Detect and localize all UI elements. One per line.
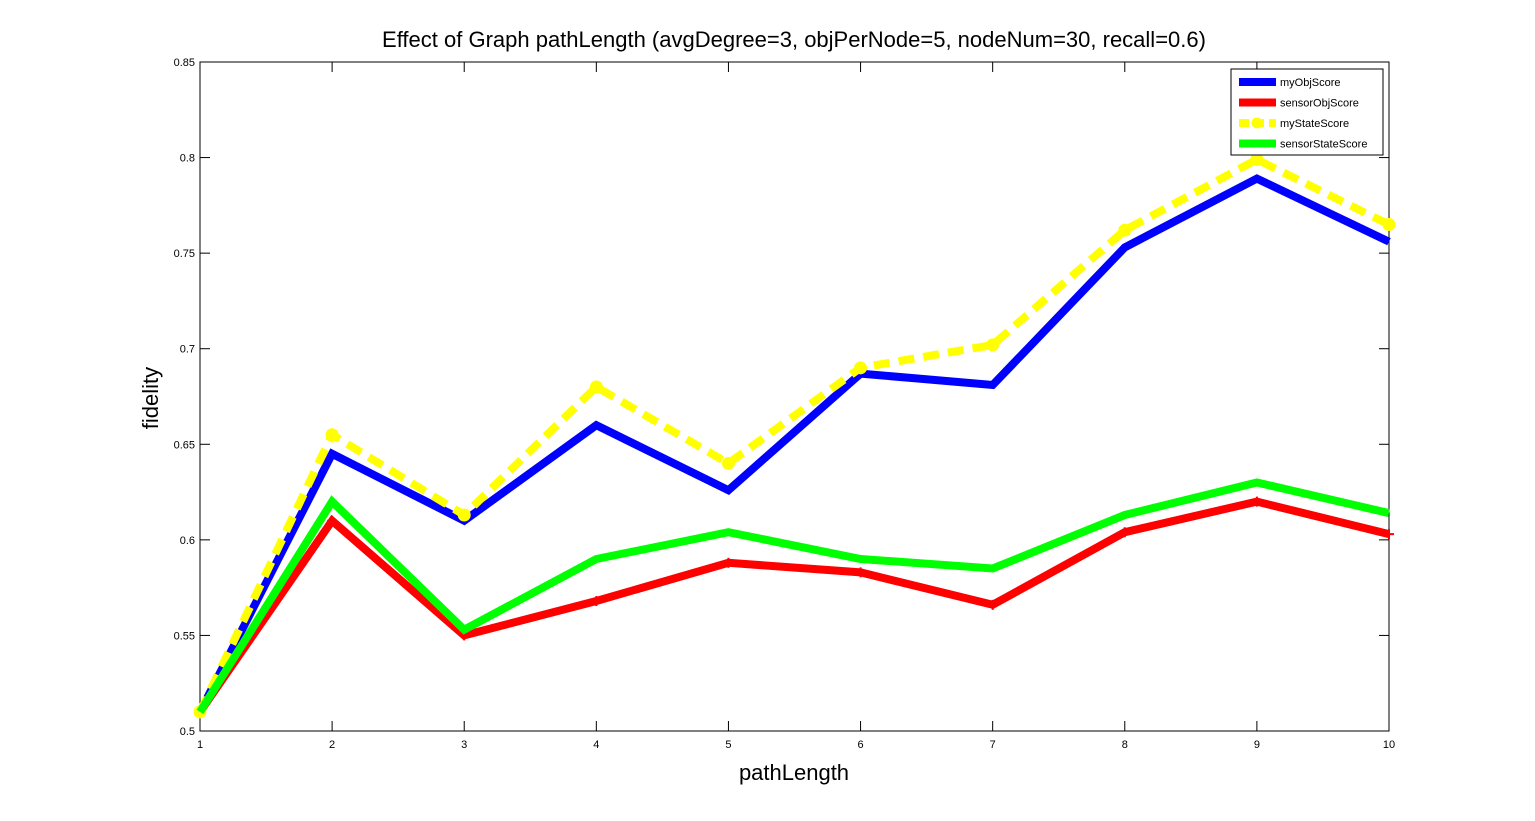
legend-label: myObjScore: [1280, 77, 1341, 89]
legend-entry: myObjScore: [1239, 77, 1341, 89]
data-point: [987, 599, 998, 610]
x-tick-label: 2: [329, 739, 335, 751]
y-tick-label: 0.55: [174, 630, 195, 642]
chart-title: Effect of Graph pathLength (avgDegree=3,…: [382, 27, 1206, 52]
data-point: [589, 380, 603, 394]
data-point: [721, 456, 735, 470]
data-point: [1251, 117, 1263, 129]
data-point: [1119, 527, 1130, 538]
data-point: [854, 361, 868, 375]
series-line: [196, 497, 1390, 715]
x-tick-label: 1: [197, 739, 203, 751]
data-point: [457, 508, 471, 522]
x-tick-label: 8: [1122, 739, 1128, 751]
x-tick-label: 4: [593, 739, 599, 751]
y-tick-label: 0.65: [174, 439, 195, 451]
legend-label: sensorStateScore: [1280, 139, 1367, 151]
x-axis-label: pathLength: [739, 760, 849, 785]
data-point: [1251, 496, 1262, 507]
series-sensorStateScore: [196, 478, 1390, 715]
series-lines: [193, 152, 1396, 719]
x-tick-label: 6: [857, 739, 863, 751]
data-point: [1118, 223, 1132, 237]
series-line: [196, 155, 1391, 714]
y-axis-label: fidelity: [138, 367, 163, 429]
y-tick-label: 0.7: [180, 344, 195, 356]
legend-entry: myStateScore: [1239, 117, 1349, 130]
series-line: [196, 478, 1390, 715]
data-point: [1384, 529, 1394, 540]
data-point: [325, 428, 339, 442]
legend-entry: sensorObjScore: [1239, 98, 1359, 110]
series-line: [196, 174, 1391, 714]
series-myObjScore: [196, 174, 1391, 714]
legend-label: myStateScore: [1280, 118, 1349, 130]
y-tick-label: 0.75: [174, 248, 195, 260]
y-tick-label: 0.6: [180, 535, 195, 547]
data-point: [591, 596, 602, 607]
data-point: [1382, 217, 1396, 231]
data-point: [986, 338, 1000, 352]
data-point: [1253, 98, 1261, 107]
axis-ticks: 1 2 3 4 5 6 7 8 9 10 0.5 0.55 0.6 0.65 0.7 0.75 0.8 0.85: [174, 57, 1396, 751]
legend-entry: sensorStateScore: [1239, 139, 1367, 151]
x-tick-label: 3: [461, 739, 467, 751]
legend: myObjScore sensorObjScore myStateScore sens…: [1230, 68, 1384, 156]
x-tick-label: 7: [990, 739, 996, 751]
plot-area: [199, 61, 1390, 732]
data-point: [327, 515, 338, 526]
data-point: [855, 567, 866, 578]
x-tick-label: 5: [725, 739, 731, 751]
data-point: [723, 557, 734, 568]
y-tick-label: 0.8: [180, 153, 195, 165]
legend-label: sensorObjScore: [1280, 98, 1359, 110]
y-tick-label: 0.85: [174, 57, 195, 69]
x-tick-label: 9: [1254, 739, 1260, 751]
x-tick-label: 10: [1383, 739, 1395, 751]
y-tick-label: 0.5: [180, 726, 195, 738]
